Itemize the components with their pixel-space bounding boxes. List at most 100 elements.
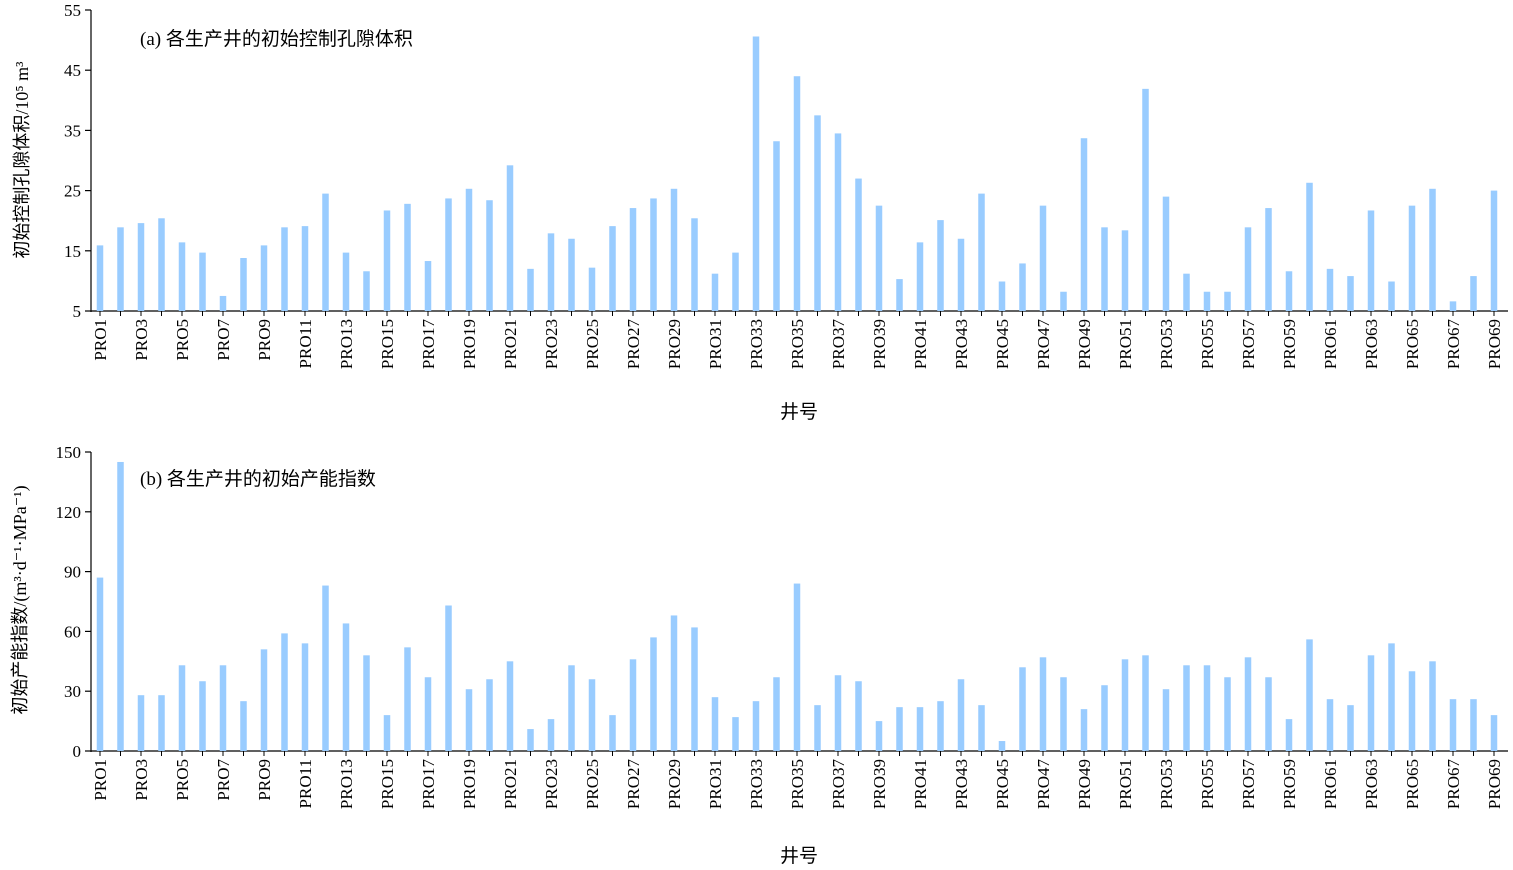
bar-pro65 (1408, 671, 1416, 751)
bar-pro28 (650, 198, 657, 311)
bar-pro55 (1203, 291, 1211, 311)
x-tick-label: PRO3 (132, 319, 151, 361)
bar-pro11 (301, 643, 309, 751)
bar-pro56 (1224, 291, 1231, 311)
y-tick-label: 55 (64, 1, 81, 20)
x-tick-label: PRO37 (829, 759, 848, 810)
x-tick-label: PRO33 (747, 759, 766, 809)
bar-pro31 (711, 697, 719, 751)
x-tick-label: PRO23 (542, 759, 561, 809)
bar-pro8 (240, 258, 247, 311)
x-tick-label: PRO65 (1403, 759, 1422, 809)
bar-pro38 (855, 681, 862, 751)
bar-pro15 (383, 715, 391, 751)
bar-pro12 (322, 585, 329, 751)
bar-pro46 (1019, 667, 1026, 751)
x-tick-label: PRO21 (501, 759, 520, 809)
x-tick-label: PRO27 (624, 759, 643, 810)
x-tick-label: PRO17 (419, 759, 438, 810)
x-tick-label: PRO41 (911, 759, 930, 809)
bar-pro31 (711, 273, 719, 311)
bar-pro27 (629, 659, 637, 751)
bar-pro26 (609, 715, 616, 751)
x-tick-label: PRO19 (460, 319, 479, 369)
x-ticks-a: PRO1 PRO3 PRO5 PRO7 PRO9 PRO11 PRO13 PRO15 PRO17… (91, 311, 1504, 369)
bar-pro64 (1388, 281, 1395, 311)
bar-pro4 (158, 218, 165, 311)
bar-pro47 (1039, 657, 1047, 751)
bar-pro13 (342, 623, 350, 751)
x-axis-title-b: 井号 (780, 845, 818, 867)
x-tick-label: PRO55 (1198, 759, 1217, 809)
bar-pro54 (1183, 273, 1190, 311)
bar-pro7 (219, 665, 227, 751)
x-tick-label: PRO47 (1034, 319, 1053, 370)
bar-pro27 (629, 208, 637, 311)
bar-pro6 (199, 681, 206, 751)
x-ticks-b: PRO1 PRO3 PRO5 PRO7 PRO9 PRO11 PRO13 PRO15 PRO17… (91, 751, 1504, 809)
x-tick-label: PRO23 (542, 319, 561, 369)
bar-pro34 (773, 677, 780, 751)
bar-pro69 (1490, 190, 1498, 311)
bar-pro30 (691, 627, 698, 751)
bar-pro43 (957, 679, 965, 751)
bar-pro21 (506, 661, 514, 751)
x-tick-label: PRO5 (173, 759, 192, 801)
bar-pro5 (178, 242, 186, 311)
x-tick-label: PRO17 (419, 319, 438, 370)
bar-pro40 (896, 707, 903, 751)
y-tick-label: 30 (64, 682, 81, 701)
x-tick-label: PRO55 (1198, 319, 1217, 369)
bar-pro59 (1285, 271, 1293, 311)
x-tick-label: PRO61 (1321, 319, 1340, 369)
bar-pro16 (404, 647, 411, 751)
bar-pro39 (875, 721, 883, 751)
x-tick-label: PRO25 (583, 759, 602, 809)
x-tick-label: PRO11 (296, 319, 315, 368)
bar-pro64 (1388, 643, 1395, 751)
chart-title-a: (a) 各生产井的初始控制孔隙体积 (140, 28, 413, 50)
x-tick-label: PRO61 (1321, 759, 1340, 809)
x-tick-label: PRO35 (788, 319, 807, 369)
bar-pro69 (1490, 715, 1498, 751)
bar-pro25 (588, 679, 596, 751)
bar-pro62 (1347, 705, 1354, 751)
bar-pro3 (137, 695, 145, 751)
bar-pro37 (834, 133, 842, 311)
bar-pro42 (937, 220, 944, 311)
bar-pro32 (732, 252, 739, 311)
bar-pro30 (691, 218, 698, 311)
bar-pro36 (814, 705, 821, 751)
x-tick-label: PRO69 (1485, 319, 1504, 369)
bar-pro35 (793, 583, 801, 751)
bar-pro51 (1121, 659, 1129, 751)
bar-pro1 (96, 577, 104, 751)
bar-pro17 (424, 677, 432, 751)
bar-pro2 (117, 227, 124, 311)
bar-pro44 (978, 705, 985, 751)
bar-pro63 (1367, 210, 1375, 311)
bar-pro6 (199, 252, 206, 311)
y-tick-label: 120 (56, 503, 82, 522)
bar-pro39 (875, 205, 883, 311)
bar-pro55 (1203, 665, 1211, 751)
x-tick-label: PRO43 (952, 759, 971, 809)
y-tick-label: 5 (73, 302, 82, 321)
y-tick-label: 35 (64, 121, 81, 140)
bar-pro49 (1080, 138, 1088, 311)
x-tick-label: PRO63 (1362, 319, 1381, 369)
x-tick-label: PRO25 (583, 319, 602, 369)
bar-pro48 (1060, 677, 1067, 751)
bar-pro20 (486, 200, 493, 311)
x-tick-label: PRO45 (993, 759, 1012, 809)
x-tick-label: PRO33 (747, 319, 766, 369)
x-tick-label: PRO29 (665, 319, 684, 369)
bar-pro41 (916, 707, 924, 751)
bar-pro52 (1142, 655, 1149, 751)
bar-pro7 (219, 295, 227, 311)
y-tick-label: 15 (64, 242, 81, 261)
x-tick-label: PRO67 (1444, 759, 1463, 810)
chart-title-b: (b) 各生产井的初始产能指数 (140, 468, 376, 490)
